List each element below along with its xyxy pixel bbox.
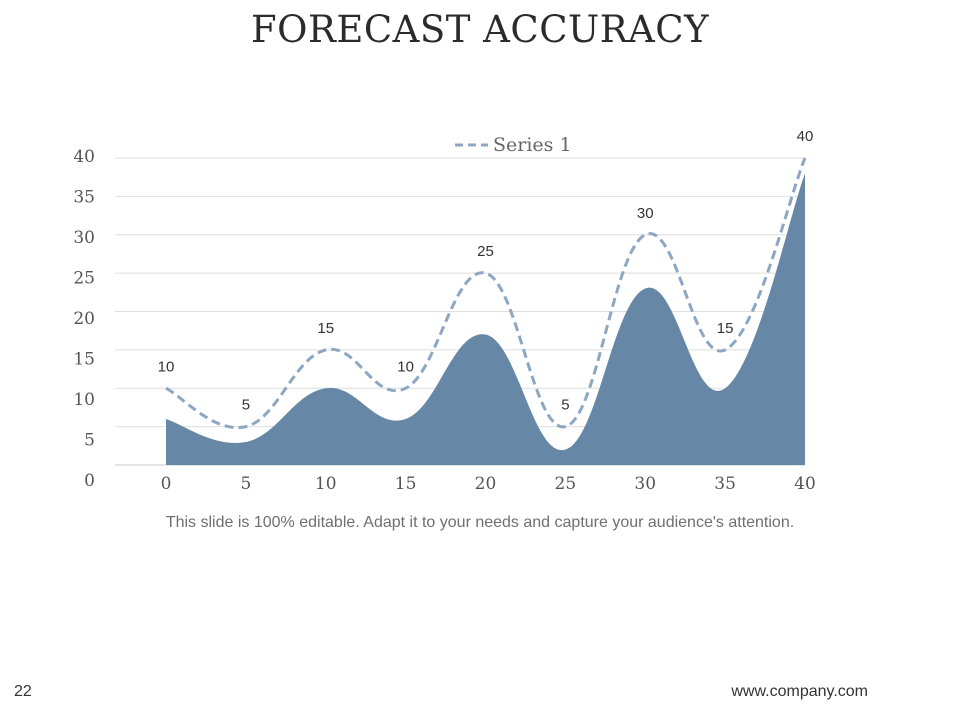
area-series-fill xyxy=(166,173,805,465)
x-axis-ticks: 0 5 10 15 20 25 30 35 40 xyxy=(161,474,816,494)
data-label: 10 xyxy=(158,358,175,375)
data-label: 5 xyxy=(242,397,250,414)
data-labels: 10 5 15 10 25 5 30 15 40 xyxy=(158,128,814,414)
data-label: 5 xyxy=(561,397,569,414)
y-tick-label: 25 xyxy=(73,269,95,289)
chart-legend: Series 1 xyxy=(455,134,572,156)
y-tick-label: 5 xyxy=(84,431,95,451)
legend-label: Series 1 xyxy=(493,134,572,156)
series-1-line xyxy=(165,157,807,430)
x-tick-label: 25 xyxy=(555,474,577,494)
y-tick-label: 0 xyxy=(84,471,95,491)
x-tick-label: 30 xyxy=(634,474,656,494)
data-label: 15 xyxy=(717,320,734,337)
data-label: 10 xyxy=(397,358,414,375)
x-tick-label: 35 xyxy=(714,474,736,494)
x-tick-label: 20 xyxy=(475,474,497,494)
x-tick-label: 0 xyxy=(161,474,172,494)
y-tick-label: 30 xyxy=(73,228,95,248)
x-tick-label: 15 xyxy=(395,474,417,494)
footer-url: www.company.com xyxy=(731,683,868,700)
data-label: 40 xyxy=(797,128,814,145)
y-tick-label: 15 xyxy=(73,350,95,370)
y-tick-label: 10 xyxy=(73,390,95,410)
y-axis-ticks: 0 5 10 15 20 25 30 35 40 xyxy=(73,147,95,491)
x-tick-label: 40 xyxy=(794,474,816,494)
y-tick-label: 40 xyxy=(73,147,95,167)
x-tick-label: 5 xyxy=(240,474,251,494)
y-tick-label: 20 xyxy=(73,309,95,329)
area-series xyxy=(166,173,805,465)
x-tick-label: 10 xyxy=(315,474,337,494)
data-label: 30 xyxy=(637,205,654,222)
y-tick-label: 35 xyxy=(73,188,95,208)
data-label: 25 xyxy=(477,243,494,260)
slide-caption: This slide is 100% editable. Adapt it to… xyxy=(165,514,795,531)
slide-title: FORECAST ACCURACY xyxy=(250,8,710,51)
data-label: 15 xyxy=(317,320,334,337)
dashed-line-series xyxy=(165,157,807,430)
page-number: 22 xyxy=(14,683,32,700)
